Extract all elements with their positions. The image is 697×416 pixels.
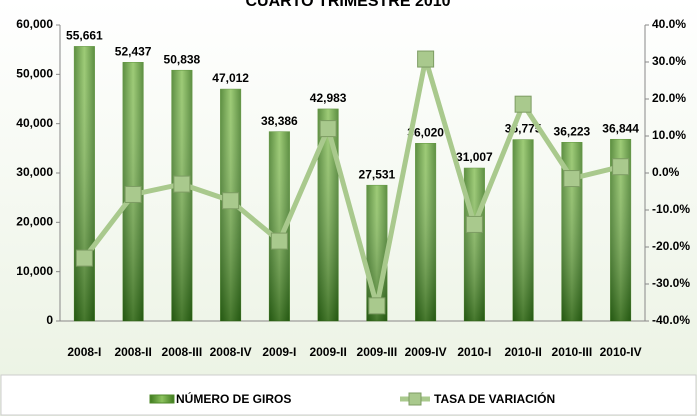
y-tick-label: 0 [46, 313, 53, 327]
line-marker [270, 232, 288, 250]
x-tick-label: 2010-IV [600, 345, 642, 359]
x-tick-label: 2009-I [262, 345, 296, 359]
bar-shade [171, 70, 193, 321]
y2-tick-label: -30.0% [652, 276, 690, 290]
line-marker [368, 297, 386, 315]
bar-shade [74, 46, 95, 322]
y2-tick-label: -40.0% [652, 313, 690, 327]
y2-tick-label: -20.0% [652, 239, 690, 253]
x-tick-label: 2010-III [552, 345, 593, 359]
bar-shade [464, 168, 485, 321]
data-label: 42,983 [310, 91, 347, 105]
x-tick-label: 2009-III [357, 345, 398, 359]
legend-label: NÚMERO DE GIROS [176, 391, 291, 406]
y2-tick-label: 30.0% [652, 54, 686, 68]
data-label: 50,838 [164, 52, 201, 66]
y2-tick-label: 10.0% [652, 128, 686, 142]
y2-tick-label: 40.0% [652, 17, 686, 31]
bar-shade [512, 139, 534, 321]
data-label: 36,020 [407, 125, 444, 139]
y-tick-label: 60,000 [16, 17, 53, 31]
y-tick-label: 10,000 [16, 264, 53, 278]
legend-label: TASA DE VARIACIÓN [434, 391, 555, 406]
bar-shade [610, 139, 631, 321]
data-label: 27,531 [359, 167, 396, 181]
data-label: 31,007 [456, 150, 493, 164]
bar-shade [415, 143, 436, 321]
legend-box [0, 374, 697, 416]
data-label: 38,386 [261, 114, 298, 128]
y-tick-label: 40,000 [16, 116, 53, 130]
data-label: 55,661 [66, 29, 103, 43]
y2-tick-label: -10.0% [652, 202, 690, 216]
x-tick-label: 2010-II [504, 345, 541, 359]
x-tick-label: 2009-IV [405, 345, 447, 359]
data-label: 36,223 [554, 124, 591, 138]
y-tick-label: 30,000 [16, 165, 53, 179]
x-tick-label: 2008-IV [210, 345, 252, 359]
legend-swatch [408, 392, 422, 406]
legend-swatch [149, 394, 175, 404]
line-marker [465, 215, 483, 233]
line-marker [563, 170, 581, 188]
x-tick-label: 2008-I [67, 345, 101, 359]
line-marker [222, 192, 240, 210]
y2-tick-label: 0.0% [652, 165, 680, 179]
bar-shade [317, 108, 339, 321]
line-marker [417, 50, 435, 68]
chart-title: CUARTO TRIMESTRE 2010 [245, 0, 450, 10]
line-marker [319, 120, 337, 138]
bar-shade [269, 131, 290, 321]
x-tick-label: 2010-I [457, 345, 491, 359]
line-marker [173, 175, 191, 193]
line-marker [612, 158, 630, 176]
y2-tick-label: 20.0% [652, 91, 686, 105]
line-marker [124, 185, 142, 203]
y-tick-label: 20,000 [16, 215, 53, 229]
data-label: 52,437 [115, 44, 152, 58]
line-marker [75, 249, 93, 267]
x-tick-label: 2008-II [114, 345, 151, 359]
y-tick-label: 50,000 [16, 67, 53, 81]
data-label: 47,012 [212, 71, 249, 85]
line-marker [514, 95, 532, 113]
x-tick-label: 2009-II [309, 345, 346, 359]
data-label: 36,844 [602, 121, 639, 135]
x-tick-label: 2008-III [162, 345, 203, 359]
